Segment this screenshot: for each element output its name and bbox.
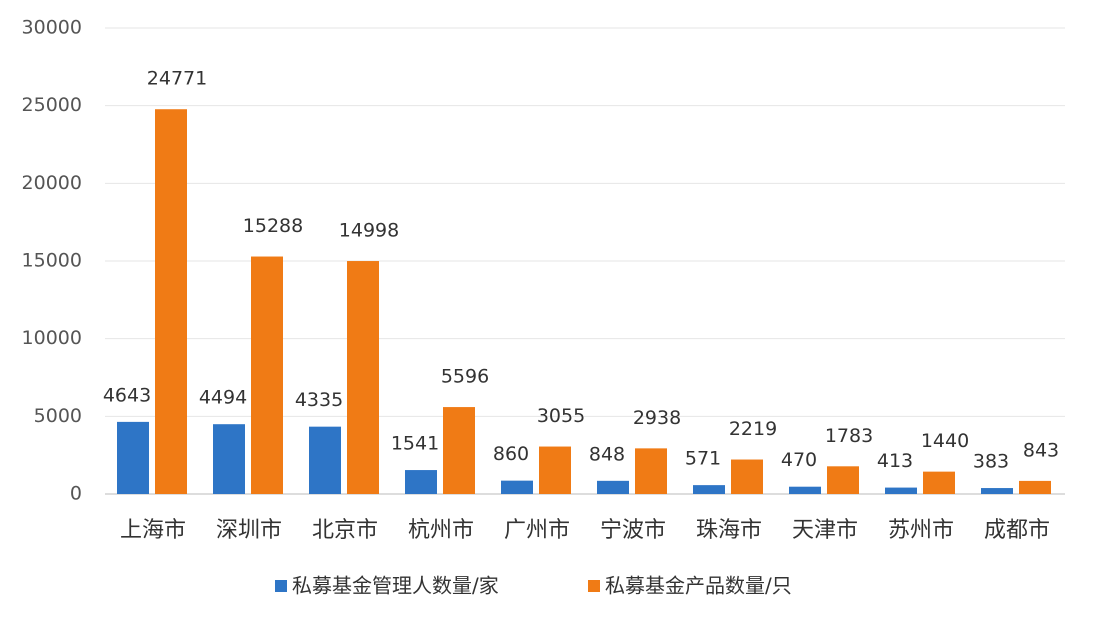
legend-swatch <box>275 580 287 592</box>
bar <box>635 448 667 494</box>
bar <box>251 256 283 494</box>
bar <box>885 487 917 494</box>
x-tick-label: 广州市 <box>504 518 570 543</box>
value-label: 4643 <box>103 384 151 406</box>
value-label: 2219 <box>729 418 777 440</box>
value-label: 843 <box>1023 439 1059 461</box>
bar <box>597 480 629 494</box>
value-label: 4494 <box>199 387 247 409</box>
x-tick-label: 上海市 <box>120 518 186 543</box>
bar <box>501 480 533 494</box>
value-label: 860 <box>493 443 529 465</box>
bar <box>347 261 379 494</box>
value-label: 848 <box>589 443 625 465</box>
y-tick-label: 25000 <box>22 94 82 116</box>
x-tick-label: 珠海市 <box>696 518 762 543</box>
bar <box>309 426 341 494</box>
x-tick-label: 成都市 <box>984 518 1050 543</box>
value-label: 24771 <box>147 68 207 90</box>
bar <box>539 446 571 494</box>
x-tick-label: 杭州市 <box>408 518 474 543</box>
x-tick-label: 宁波市 <box>600 518 666 543</box>
y-tick-label: 15000 <box>22 250 82 272</box>
bar <box>731 459 763 494</box>
x-tick-label: 深圳市 <box>216 518 282 543</box>
y-tick-label: 5000 <box>34 405 82 427</box>
y-tick-label: 20000 <box>22 172 82 194</box>
legend-swatch <box>588 580 600 592</box>
value-label: 383 <box>973 451 1009 473</box>
value-label: 413 <box>877 450 913 472</box>
value-label: 4335 <box>295 389 343 411</box>
value-label: 5596 <box>441 366 489 388</box>
bar <box>155 109 187 494</box>
value-label: 1440 <box>921 430 969 452</box>
y-tick-label: 10000 <box>22 327 82 349</box>
bar <box>789 486 821 494</box>
value-label: 2938 <box>633 407 681 429</box>
x-tick-label: 北京市 <box>312 518 378 543</box>
legend-label: 私募基金产品数量/只 <box>605 574 792 598</box>
value-label: 3055 <box>537 405 585 427</box>
bar <box>827 466 859 494</box>
value-label: 571 <box>685 448 721 470</box>
bar <box>443 407 475 494</box>
bar <box>1019 480 1051 494</box>
bar <box>981 488 1013 494</box>
bar <box>923 471 955 494</box>
bar <box>213 424 245 494</box>
value-label: 1541 <box>391 433 439 455</box>
value-label: 15288 <box>243 215 303 237</box>
value-label: 14998 <box>339 220 399 242</box>
value-label: 1783 <box>825 425 873 447</box>
x-tick-label: 天津市 <box>792 518 858 543</box>
x-tick-label: 苏州市 <box>888 518 954 543</box>
y-tick-label: 0 <box>70 483 82 505</box>
value-label: 470 <box>781 449 817 471</box>
legend-label: 私募基金管理人数量/家 <box>292 574 499 598</box>
y-tick-label: 30000 <box>22 17 82 39</box>
bar <box>405 470 437 494</box>
bar <box>117 421 149 494</box>
bar <box>693 485 725 494</box>
